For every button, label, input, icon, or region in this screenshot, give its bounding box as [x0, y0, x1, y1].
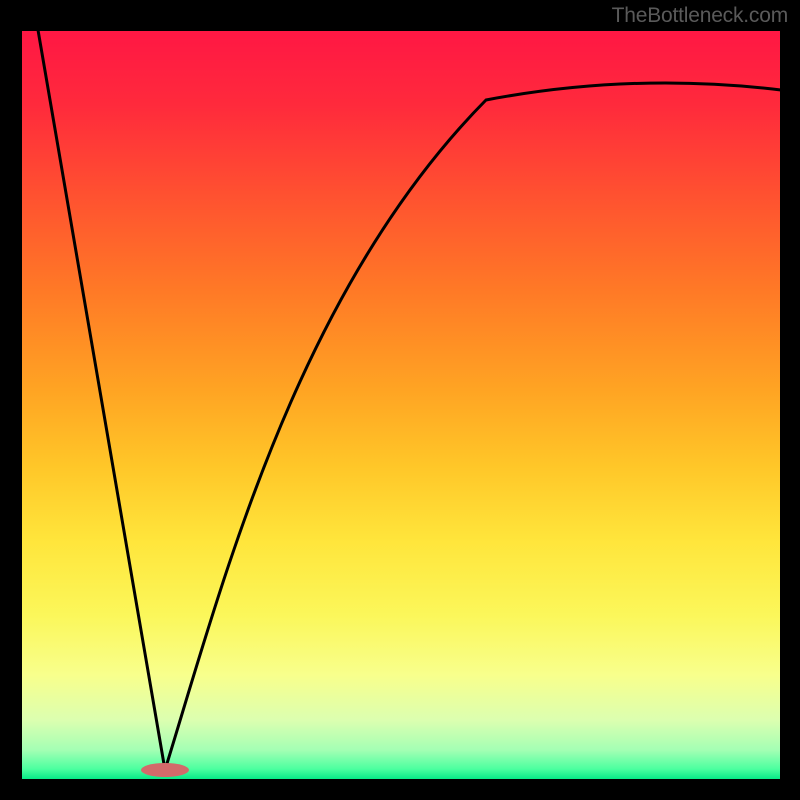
gradient-background	[21, 30, 781, 780]
bottleneck-chart: TheBottleneck.com	[0, 0, 800, 800]
optimal-marker	[141, 763, 189, 777]
watermark-text: TheBottleneck.com	[612, 4, 788, 28]
chart-svg	[0, 0, 800, 800]
